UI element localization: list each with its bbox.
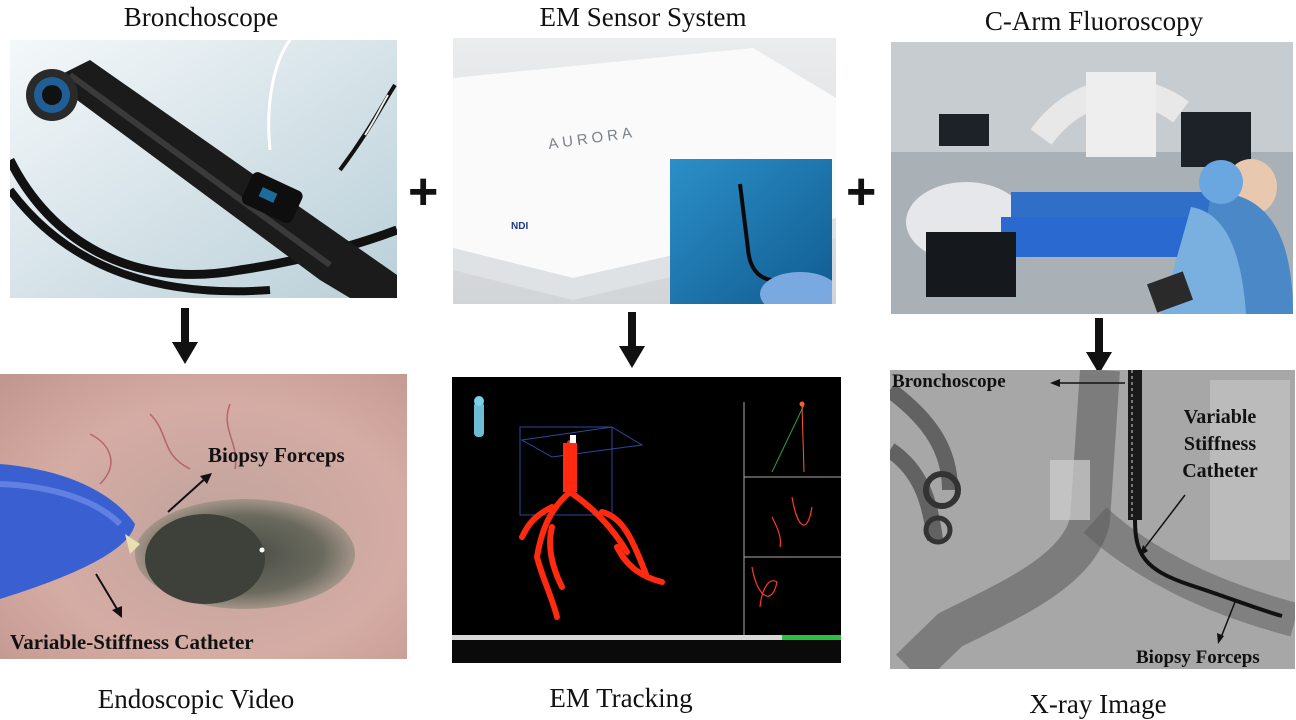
label-catheter-xray-line3: Catheter <box>1182 460 1258 482</box>
down-arrow-3-icon <box>1086 318 1112 374</box>
em-sensor-image: AURORA NDI <box>453 38 836 304</box>
title-xray-image: X-ray Image <box>1029 689 1167 719</box>
em-tracking-image <box>452 377 841 663</box>
label-biopsy-forceps-endoscopic: Biopsy Forceps <box>208 443 345 467</box>
xray-image: Bronchoscope Variable Stiffness Catheter… <box>890 370 1295 669</box>
title-bronchoscope: Bronchoscope <box>123 2 279 32</box>
label-bronchoscope-xray: Bronchoscope <box>892 371 1006 392</box>
ndi-logo: NDI <box>511 221 529 232</box>
c-arm-image <box>891 42 1293 314</box>
title-c-arm-fluoroscopy: C-Arm Fluoroscopy <box>984 6 1204 36</box>
label-catheter-xray: Variable Stiffness Catheter <box>1172 404 1268 485</box>
label-catheter-xray-line2: Stiffness <box>1183 433 1257 455</box>
down-arrow-2-icon <box>619 312 645 368</box>
plus-sign-2: + <box>846 163 877 221</box>
bronchoscope-image <box>10 40 397 298</box>
title-em-tracking: EM Tracking <box>549 683 693 713</box>
plus-sign-1: + <box>408 163 439 221</box>
title-em-sensor-system: EM Sensor System <box>539 2 747 32</box>
label-catheter-endoscopic: Variable-Stiffness Catheter <box>10 630 254 654</box>
sensor-inset-image <box>670 159 832 304</box>
endoscopic-video-image: Biopsy Forceps Variable-Stiffness Cathet… <box>0 374 407 659</box>
down-arrow-1-icon <box>172 308 198 364</box>
label-biopsy-forceps-xray: Biopsy Forceps <box>1136 647 1260 668</box>
title-endoscopic-video: Endoscopic Video <box>97 684 295 714</box>
label-catheter-xray-line1: Variable <box>1183 406 1257 428</box>
